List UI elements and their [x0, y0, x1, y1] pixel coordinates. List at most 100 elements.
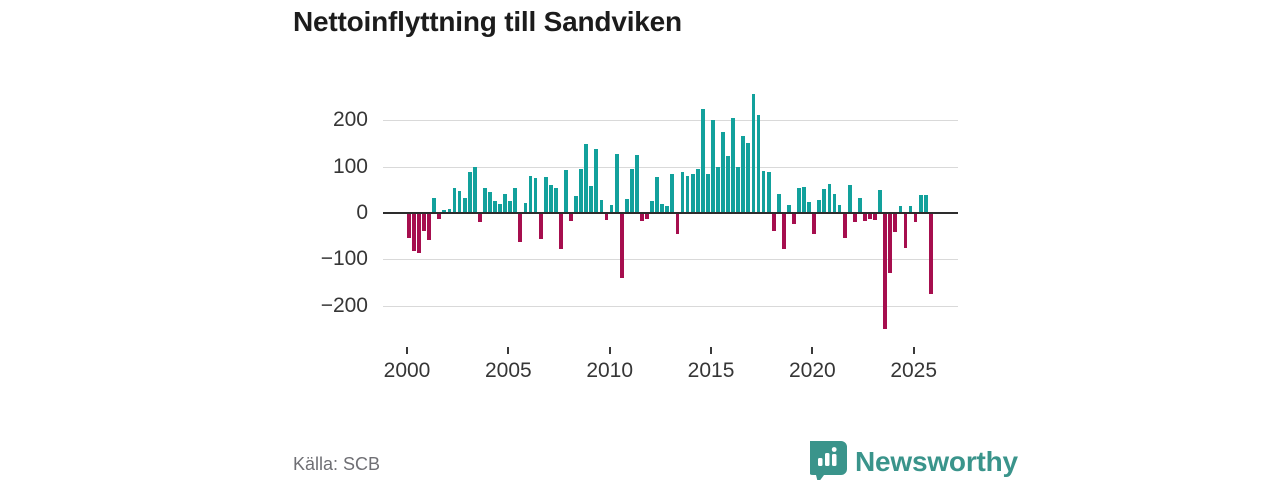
bar-2015q4	[726, 156, 731, 213]
bar-2002q4	[462, 198, 467, 213]
bar-2003q1	[467, 172, 472, 213]
bar-2010q3	[619, 213, 624, 278]
y-axis-label: 100	[332, 154, 368, 178]
bar-2006q4	[543, 176, 548, 213]
bar-2016q1	[731, 118, 736, 213]
x-axis-tick	[912, 347, 915, 354]
bar-2000q2	[412, 213, 416, 251]
bar-2022q4	[868, 213, 872, 219]
bar-2019q1	[792, 213, 796, 224]
bar-2014q3	[700, 108, 705, 213]
x-axis: 2000 2005 2010 2015 2020 2025	[383, 345, 958, 390]
bar-2005q4	[523, 202, 528, 213]
bar-2010q2	[614, 153, 619, 213]
x-axis-label: 2015	[687, 359, 735, 382]
bar-2003q2	[472, 166, 477, 213]
bar-2025q1	[913, 213, 918, 223]
bar-2017q3	[761, 170, 766, 213]
page-title: Nettoinflyttning till Sandviken	[293, 6, 682, 37]
bar-2023q4	[888, 213, 893, 274]
bar-2001q1	[427, 213, 432, 240]
bar-2022q1	[852, 213, 857, 223]
bar-2005q3	[518, 213, 523, 243]
bar-2016q4	[746, 142, 751, 213]
bar-2024q4	[908, 206, 913, 213]
bar-2013q4	[685, 175, 690, 213]
x-axis-label: 2000	[383, 359, 431, 382]
bar-2017q4	[766, 171, 771, 213]
bar-2004q4	[503, 193, 508, 213]
y-axis-label: −200	[320, 293, 368, 317]
bar-2006q1	[528, 175, 533, 213]
zero-line	[383, 212, 958, 214]
bar-2005q2	[513, 188, 518, 213]
bar-2009q3	[599, 200, 604, 213]
newsworthy-logo-icon	[806, 441, 847, 480]
y-axis-label: 0	[356, 201, 368, 224]
bar-2009q2	[594, 149, 599, 213]
bar-2008q3	[579, 169, 584, 213]
bar-2009q4	[604, 213, 609, 220]
bar-2019q2	[797, 188, 801, 213]
bar-2010q4	[624, 198, 629, 213]
bar-2021q2	[837, 205, 842, 213]
bar-2004q2	[493, 201, 497, 213]
bar-2012q1	[650, 201, 655, 213]
bar-2015q3	[721, 132, 725, 213]
bar-2024q1	[893, 213, 898, 232]
bar-2008q4	[584, 144, 589, 213]
bar-2006q3	[538, 213, 543, 239]
bar-2014q2	[695, 168, 700, 213]
bar-2014q1	[690, 174, 695, 213]
bar-2011q3	[640, 213, 644, 221]
bar-2000q4	[422, 213, 426, 231]
plot-area	[383, 88, 958, 348]
gridline	[383, 305, 958, 307]
bar-2013q1	[670, 174, 675, 213]
bar-2025q3	[923, 195, 928, 213]
bar-2025q4	[928, 213, 933, 295]
bar-2011q1	[629, 169, 634, 213]
bar-2005q1	[508, 200, 513, 213]
bar-2002q3	[457, 190, 462, 213]
x-axis-tick	[710, 347, 713, 354]
bar-2006q2	[533, 177, 538, 213]
bar-2002q1	[447, 209, 452, 213]
source-label: Källa: SCB	[293, 454, 381, 474]
x-axis-tick	[811, 347, 814, 354]
bar-2019q3	[802, 186, 807, 213]
bar-2021q1	[832, 193, 837, 213]
bar-2023q1	[873, 213, 877, 221]
bar-2000q3	[417, 213, 421, 253]
gridline	[383, 166, 958, 168]
gridline	[383, 259, 958, 261]
bar-2024q2	[898, 206, 903, 213]
x-axis-label: 2010	[586, 359, 634, 382]
brand-name: Newsworthy	[855, 446, 1018, 477]
y-axis-label: 200	[332, 108, 368, 132]
bar-2024q3	[903, 213, 908, 248]
bar-2007q2	[553, 187, 558, 213]
bar-2018q3	[781, 213, 786, 249]
bar-2012q2	[655, 177, 660, 213]
bar-2012q4	[665, 206, 670, 213]
bar-2002q2	[452, 187, 457, 213]
x-axis-label: 2025	[890, 359, 938, 382]
bar-2008q1	[569, 213, 573, 221]
gridline	[383, 120, 958, 122]
bar-2025q2	[918, 195, 923, 213]
bar-2007q1	[548, 185, 553, 213]
bar-2007q4	[564, 169, 568, 213]
bar-2021q3	[842, 213, 847, 238]
bar-2018q1	[771, 213, 776, 231]
bar-2010q1	[609, 205, 614, 213]
bar-2011q2	[635, 155, 639, 213]
bar-2018q4	[787, 204, 791, 213]
bar-2020q2	[817, 200, 822, 213]
bar-2019q4	[807, 202, 812, 213]
branding: Newsworthy	[806, 441, 1018, 480]
bar-2017q2	[756, 114, 761, 213]
bar-2013q3	[680, 172, 685, 213]
bar-2023q2	[878, 189, 883, 213]
bar-2021q4	[847, 185, 852, 213]
